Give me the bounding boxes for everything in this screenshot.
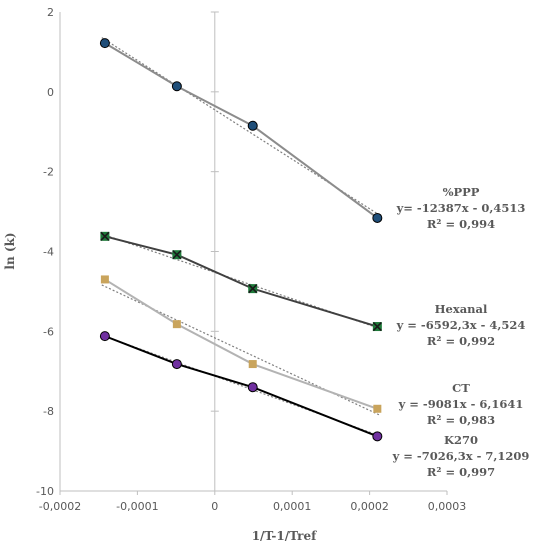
y-tick-label: -2	[43, 166, 54, 179]
series-line-k270	[104, 335, 378, 438]
data-point-hexanal	[172, 250, 182, 260]
equation-ct: y = -9081x - 6,1641	[398, 397, 524, 411]
x-tick-label: 0,0001	[273, 500, 312, 513]
data-point-ct	[100, 275, 109, 284]
x-tick-label: -0,0001	[116, 500, 158, 513]
data-point-ppp	[247, 120, 258, 131]
x-axis-title: 1/T-1/Tref	[252, 529, 317, 543]
y-tick-label: -6	[43, 325, 54, 338]
data-point-ct	[248, 360, 257, 369]
data-point-ppp	[99, 38, 110, 49]
series-line-ct	[104, 278, 378, 410]
data-point-k270	[247, 382, 258, 393]
markers	[99, 38, 383, 442]
data-point-hexanal	[248, 284, 258, 294]
y-tick-label: -10	[36, 485, 54, 498]
annotations: %PPP y= -12387x - 0,4513 R² = 0,994 Hexanal…	[392, 185, 530, 479]
data-point-k270	[171, 359, 182, 370]
y-tick-label: -4	[43, 246, 54, 259]
series-label-ppp: %PPP	[443, 185, 480, 199]
data-point-ppp	[372, 212, 383, 223]
series-label-ct: CT	[452, 381, 470, 395]
y-tick-label: 0	[47, 86, 54, 99]
trendline-ppp	[101, 37, 381, 217]
data-point-ct	[172, 320, 181, 329]
x-tick-label: 0	[211, 500, 218, 513]
data-point-hexanal	[100, 231, 110, 241]
r-squared-ppp: R² = 0,994	[427, 217, 495, 231]
r-squared-hexanal: R² = 0,992	[427, 334, 495, 348]
equation-k270: y = -7026,3x - 7,1209	[392, 449, 530, 463]
equation-ppp: y= -12387x - 0,4513	[396, 201, 526, 215]
y-tick-label: -8	[43, 405, 54, 418]
y-axis-title: ln (k)	[3, 232, 17, 269]
r-squared-ct: R² = 0,983	[427, 413, 495, 427]
r-squared-k270: R² = 0,997	[427, 465, 495, 479]
data-point-k270	[372, 431, 383, 442]
data-point-hexanal	[372, 321, 382, 332]
series-lines	[104, 42, 378, 438]
data-point-ct	[373, 404, 382, 413]
series-line-ppp	[104, 42, 378, 219]
data-point-ppp	[171, 81, 182, 92]
series-label-hexanal: Hexanal	[435, 302, 488, 316]
data-point-k270	[99, 331, 110, 342]
y-tick-label: 2	[47, 6, 54, 19]
equation-hexanal: y = -6592,3x - 4,524	[396, 318, 526, 332]
series-line-hexanal	[104, 235, 378, 328]
x-tick-label: -0,0002	[39, 500, 81, 513]
axes: 2 0 -2 -4 -6 -8 -10 -0,0002 -0,0001 0 0,0001 0,0002…	[36, 6, 466, 513]
series-label-k270: K270	[444, 433, 478, 447]
trendlines	[101, 37, 381, 437]
x-tick-label: 0,0003	[428, 500, 467, 513]
x-tick-label: 0,0002	[350, 500, 389, 513]
